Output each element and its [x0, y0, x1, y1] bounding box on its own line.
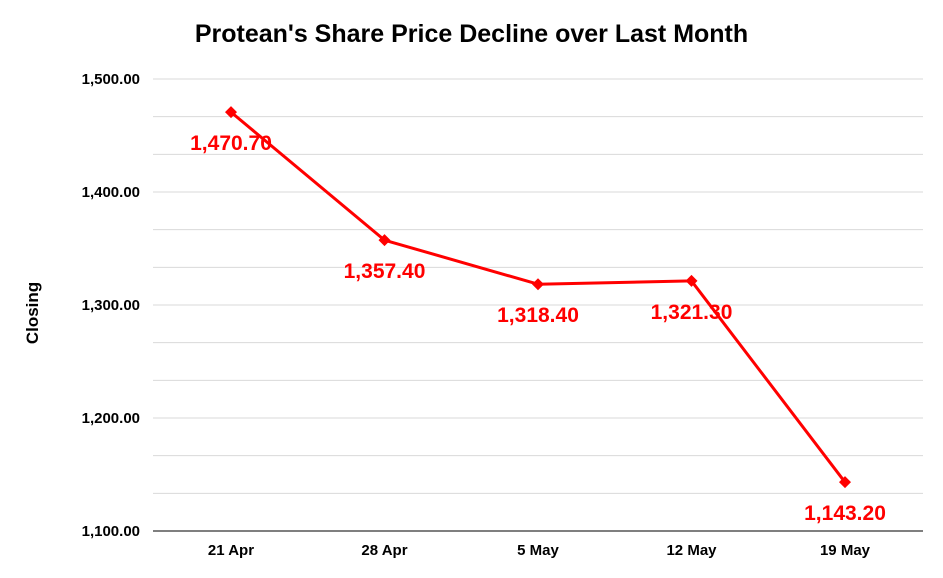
x-tick-label: 21 Apr — [208, 542, 254, 559]
data-point-marker — [378, 234, 391, 247]
series-closing — [225, 106, 851, 489]
data-point-marker — [532, 278, 544, 291]
x-axis-ticks: 21 Apr 28 Apr 5 May 12 May 19 May — [208, 542, 871, 559]
gridlines — [153, 78, 923, 532]
data-label: 1,321.30 — [651, 301, 733, 324]
y-axis-ticks: 1,100.00 1,200.00 1,300.00 1,400.00 1,500.00 — [82, 71, 140, 540]
x-tick-label: 12 May — [666, 542, 717, 559]
data-label: 1,318.40 — [497, 304, 579, 327]
data-point-marker — [839, 476, 851, 489]
x-tick-label: 19 May — [820, 542, 871, 559]
series-line — [230, 110, 847, 484]
x-tick-label: 28 Apr — [361, 542, 407, 559]
data-point-marker — [685, 274, 698, 287]
y-tick-label: 1,500.00 — [82, 71, 140, 88]
data-labels: 1,470.70 1,357.40 1,318.40 1,321.30 1,143.20 — [190, 132, 886, 525]
chart-title: Protean's Share Price Decline over Last … — [194, 20, 749, 48]
data-label: 1,143.20 — [804, 502, 886, 525]
data-label: 1,470.70 — [190, 132, 272, 155]
y-tick-label: 1,300.00 — [82, 297, 140, 314]
data-label: 1,357.40 — [344, 260, 426, 283]
x-tick-label: 5 May — [517, 542, 559, 559]
y-tick-label: 1,200.00 — [82, 410, 140, 427]
y-tick-label: 1,400.00 — [82, 184, 140, 201]
data-point-marker — [225, 106, 237, 119]
y-tick-label: 1,100.00 — [82, 523, 140, 540]
